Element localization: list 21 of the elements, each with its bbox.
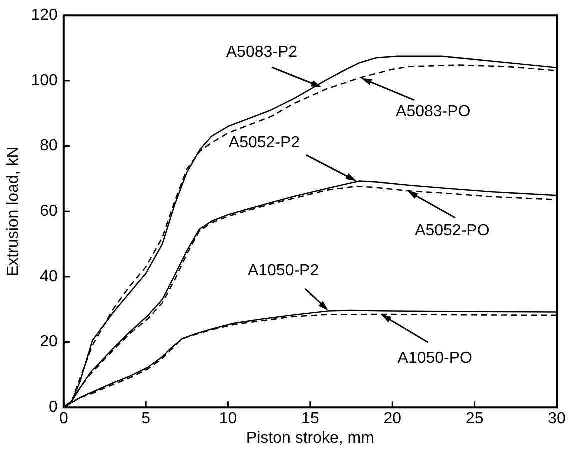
annotation: A5083-P2: [226, 44, 298, 61]
annotation: A1050-P2: [248, 262, 320, 280]
y-tick-label: 60: [40, 203, 58, 220]
y-tick-label: 20: [40, 334, 58, 351]
y-tick-label: 100: [31, 72, 58, 90]
x-tick-label: 25: [466, 410, 484, 428]
x-tick-label: 30: [548, 410, 566, 428]
x-tick-label: 15: [302, 410, 320, 428]
annotation: A5052-P2: [228, 134, 300, 152]
x-tick-label: 20: [384, 410, 402, 428]
x-axis-title: Piston stroke, mm: [246, 430, 374, 447]
annotation: A1050-PO: [398, 350, 472, 367]
x-tick-label: 10: [219, 410, 238, 428]
y-tick-label: 80: [40, 138, 58, 155]
x-tick-label: 5: [142, 410, 151, 428]
annotation: A5052-PO: [415, 222, 490, 240]
y-tick-label: 120: [31, 7, 58, 24]
y-axis-title: Extrusion load, kN: [5, 146, 22, 277]
y-tick-label: 40: [40, 268, 58, 286]
y-tick-label: 0: [48, 399, 58, 416]
annotation: A5083-PO: [396, 104, 471, 121]
